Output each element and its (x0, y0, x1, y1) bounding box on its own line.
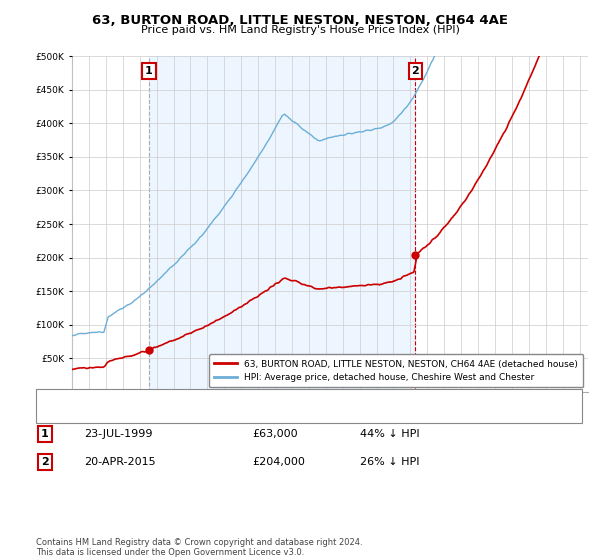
Text: Price paid vs. HM Land Registry's House Price Index (HPI): Price paid vs. HM Land Registry's House … (140, 25, 460, 35)
Text: £204,000: £204,000 (252, 457, 305, 467)
Text: 1: 1 (41, 429, 49, 439)
Text: 2: 2 (412, 66, 419, 76)
Text: 63, BURTON ROAD, LITTLE NESTON, NESTON, CH64 4AE: 63, BURTON ROAD, LITTLE NESTON, NESTON, … (92, 14, 508, 27)
Text: 23-JUL-1999: 23-JUL-1999 (84, 429, 152, 439)
Text: 20-APR-2015: 20-APR-2015 (84, 457, 155, 467)
Text: HPI: Average price, detached house, Cheshire West and Chester: HPI: Average price, detached house, Ches… (84, 412, 398, 422)
Text: 44% ↓ HPI: 44% ↓ HPI (360, 429, 419, 439)
Text: 2: 2 (41, 457, 49, 467)
Text: ——: —— (51, 410, 76, 423)
Text: Contains HM Land Registry data © Crown copyright and database right 2024.
This d: Contains HM Land Registry data © Crown c… (36, 538, 362, 557)
Text: ——: —— (51, 401, 76, 414)
Text: 26% ↓ HPI: 26% ↓ HPI (360, 457, 419, 467)
Legend: 63, BURTON ROAD, LITTLE NESTON, NESTON, CH64 4AE (detached house), HPI: Average : 63, BURTON ROAD, LITTLE NESTON, NESTON, … (209, 354, 583, 388)
Text: £63,000: £63,000 (252, 429, 298, 439)
Bar (149, 56, 415, 392)
Text: 63, BURTON ROAD, LITTLE NESTON, NESTON, CH64 4AE (detached house): 63, BURTON ROAD, LITTLE NESTON, NESTON, … (84, 403, 447, 413)
Text: 1: 1 (145, 66, 153, 76)
